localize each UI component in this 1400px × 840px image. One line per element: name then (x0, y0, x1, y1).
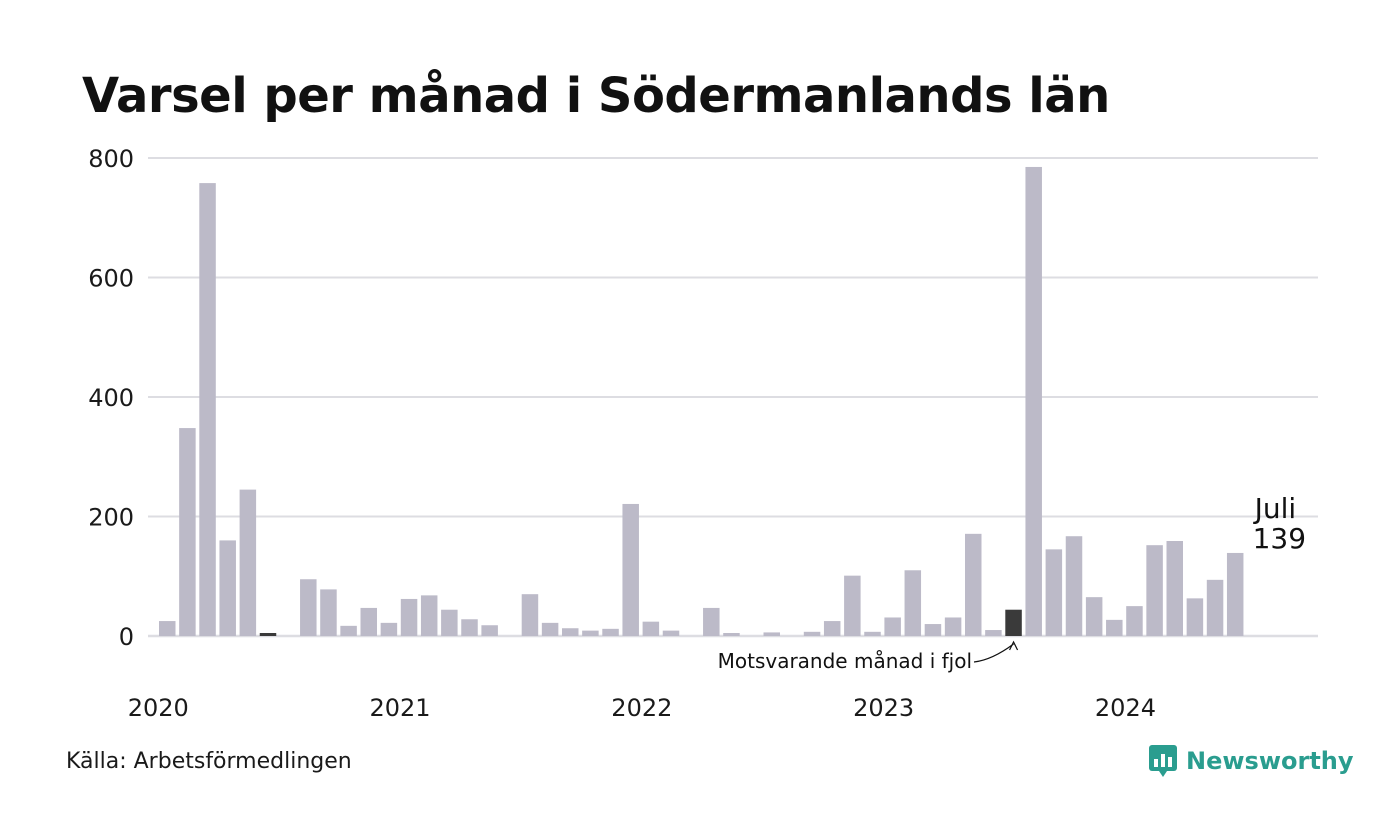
y-tick-label: 400 (88, 384, 134, 412)
bar-2021-11 (602, 628, 619, 636)
y-tick-label: 800 (88, 145, 134, 173)
chart-title: Varsel per månad i Södermanlands län (82, 68, 1110, 124)
source-note: Källa: Arbetsförmedlingen (66, 749, 352, 774)
bar-2020-12 (380, 622, 398, 636)
x-tick-label: 2023 (853, 694, 914, 722)
x-tick-label: 2021 (370, 694, 431, 722)
bar-2022-09 (803, 631, 821, 636)
highlight-month-label: Juli (1253, 492, 1297, 525)
bar-2023-01 (884, 617, 901, 636)
bar-2021-10 (582, 630, 599, 636)
brand-name: Newsworthy (1186, 747, 1354, 775)
bar-2021-02 (420, 595, 438, 636)
bar-2023-06 (985, 630, 1002, 636)
bar-2023-08 (1025, 166, 1042, 636)
bar-2022-11 (844, 575, 861, 636)
y-tick-label: 600 (88, 265, 134, 293)
bar-2024-04 (1186, 598, 1204, 636)
x-tick-label: 2022 (611, 694, 672, 722)
bar-2020-04 (219, 540, 236, 636)
bar-2022-02 (662, 630, 680, 636)
newsworthy-logo: Newsworthy (1148, 744, 1354, 778)
highlight-value-label: 139 (1253, 522, 1306, 555)
bar-2021-04 (461, 619, 478, 636)
x-tick-label: 2024 (1095, 694, 1156, 722)
y-tick-label: 200 (88, 504, 134, 532)
bar-2022-12 (864, 631, 881, 636)
bar-2023-02 (904, 570, 922, 636)
bar-2020-03 (199, 183, 216, 636)
y-axis-ticks: 0 200 400 600 800 (88, 145, 134, 651)
bar-2023-07 (1005, 609, 1022, 636)
x-tick-label: 2020 (128, 694, 189, 722)
bar-2021-05 (481, 625, 498, 636)
bar-2023-05 (965, 533, 982, 636)
bar-2023-12 (1106, 619, 1123, 636)
x-axis-year-labels: 2020 2021 2022 2023 2024 (128, 694, 1156, 722)
bar-2023-09 (1045, 549, 1063, 636)
annotation-arrow (973, 643, 1014, 663)
annotation-arrowhead (1009, 640, 1019, 651)
bar-2023-03 (924, 624, 942, 636)
bar-2023-10 (1065, 536, 1083, 636)
bar-2022-01 (642, 621, 660, 636)
bar-2024-03 (1166, 540, 1183, 636)
bar-2022-07 (763, 632, 780, 636)
bar-2020-05 (239, 489, 257, 636)
bar-2024-01 (1126, 606, 1143, 636)
bar-2020-02 (179, 428, 196, 636)
bar-2021-03 (441, 609, 458, 636)
bar-2020-01 (159, 621, 176, 636)
bar-2020-06 (259, 633, 277, 636)
bar-2021-09 (562, 628, 579, 636)
bar-2022-04 (703, 607, 720, 636)
bars (159, 166, 1244, 636)
bar-2020-10 (340, 625, 357, 636)
bar-2023-04 (944, 617, 962, 636)
bar-2023-11 (1085, 597, 1103, 636)
bar-2021-08 (541, 622, 559, 636)
bar-2022-10 (823, 621, 841, 636)
bar-2020-09 (320, 589, 337, 636)
bar-2021-12 (622, 503, 639, 636)
bar-2024-06 (1226, 552, 1244, 636)
newsworthy-logo-icon (1149, 745, 1177, 777)
y-tick-label: 0 (119, 623, 134, 651)
bar-2022-05 (723, 633, 740, 636)
bar-2024-02 (1146, 545, 1163, 636)
bar-2020-08 (300, 579, 317, 636)
bar-2020-11 (360, 607, 377, 636)
comparison-annotation: Motsvarande månad i fjol (718, 649, 972, 673)
bar-2021-07 (521, 594, 539, 636)
grid-lines (148, 157, 1318, 638)
bar-2024-05 (1206, 579, 1224, 636)
bar-2021-01 (400, 598, 418, 636)
